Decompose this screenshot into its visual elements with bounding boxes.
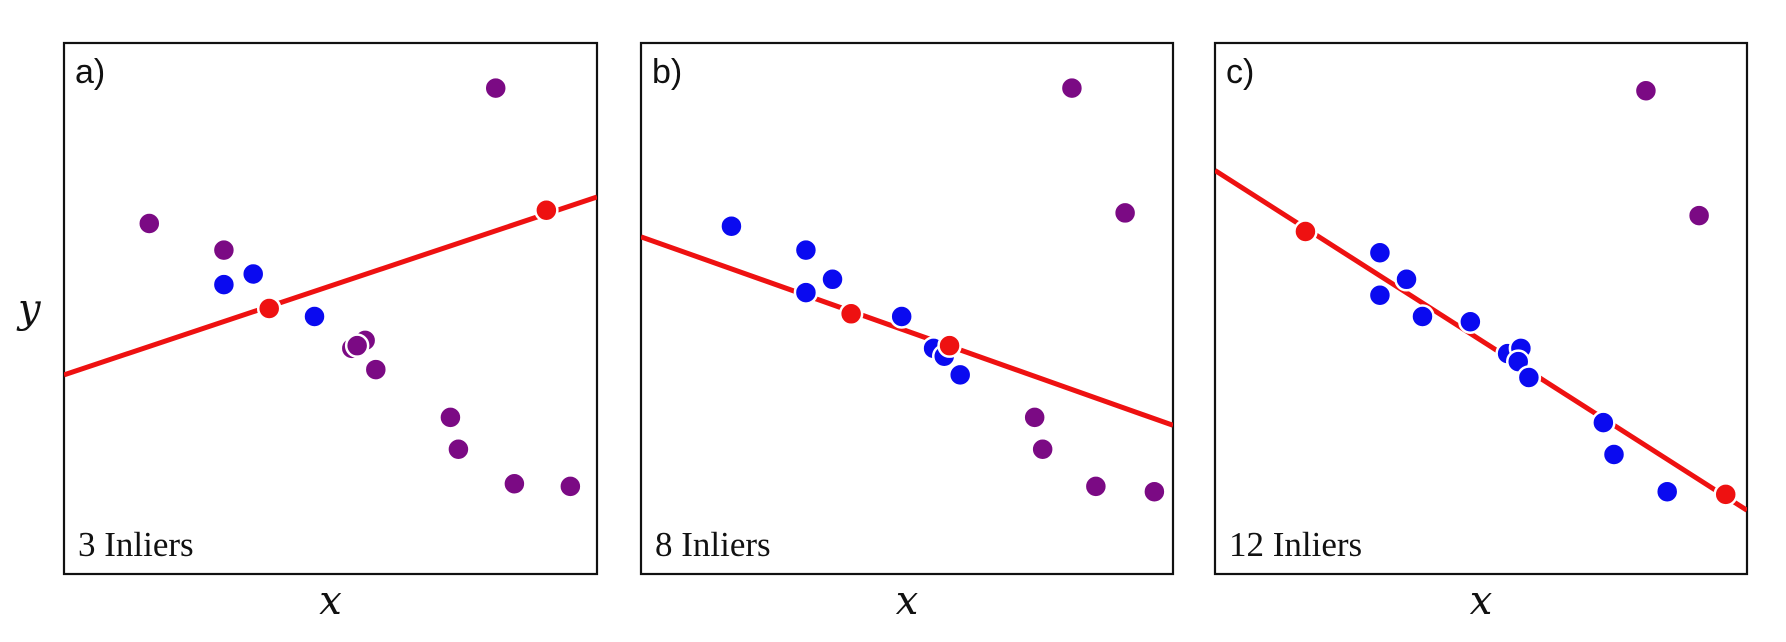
sample-point: [534, 198, 559, 223]
inlier-point: [1601, 442, 1627, 467]
outlier-point: [1083, 474, 1109, 499]
outlier-point: [1022, 405, 1047, 430]
panel-2: b) 8 Inliers x: [639, 41, 1175, 624]
sample-point: [256, 296, 282, 321]
panel-1: a) 3 Inliers x: [62, 41, 599, 624]
x-axis-label: x: [1470, 578, 1493, 624]
outlier-point: [1633, 78, 1659, 104]
inlier-point: [793, 280, 819, 305]
x-axis-label: x: [896, 578, 919, 624]
inlier-point: [240, 261, 266, 287]
fit-line: [641, 234, 1173, 428]
inlier-point: [1367, 240, 1393, 265]
plot-area: [64, 75, 597, 499]
outlier-point: [446, 436, 471, 462]
panels: a) 3 Inliers x b) 8 Inliers x c) 12 Inliers x: [62, 41, 1749, 624]
outlier-point: [1112, 200, 1138, 226]
panel-3: c) 12 Inliers x: [1213, 41, 1749, 624]
sample-point: [1713, 482, 1738, 507]
inlier-point: [211, 272, 237, 297]
outlier-point: [558, 474, 583, 499]
inlier-point: [1410, 304, 1435, 329]
sample-point: [937, 333, 962, 358]
sample-point: [838, 301, 864, 327]
outlier-point: [363, 357, 389, 382]
inlier-point: [1367, 282, 1393, 308]
outlier-point: [483, 75, 508, 101]
plot-area: [1215, 78, 1747, 513]
y-axis-label: y: [16, 286, 42, 332]
panel-tag: a): [75, 53, 105, 91]
outlier-point: [137, 211, 162, 236]
inlier-point: [1516, 365, 1542, 390]
fit-line: [64, 194, 597, 378]
outlier-point: [1142, 479, 1167, 504]
outlier-point: [211, 237, 237, 263]
inlier-point: [1591, 410, 1616, 435]
inlier-count-label: 8 Inliers: [655, 525, 771, 564]
inlier-count-label: 3 Inliers: [78, 525, 194, 564]
inlier-point: [820, 267, 845, 292]
outlier-point: [1686, 203, 1712, 228]
panel-tag: b): [652, 53, 682, 91]
outlier-point: [502, 471, 527, 496]
plot-area: [641, 75, 1173, 504]
inlier-count-label: 12 Inliers: [1229, 525, 1362, 564]
inlier-point: [947, 362, 973, 388]
outlier-point: [1059, 75, 1085, 101]
panel-tag: c): [1226, 53, 1254, 91]
inlier-point: [1458, 309, 1483, 335]
outlier-point: [1030, 436, 1055, 462]
inlier-point: [1394, 267, 1419, 292]
inlier-point: [1654, 479, 1680, 504]
inlier-point: [719, 213, 744, 239]
outlier-point: [438, 405, 463, 430]
outlier-point: [344, 333, 370, 358]
inlier-point: [889, 304, 914, 329]
x-axis-label: x: [319, 578, 342, 624]
inlier-point: [793, 237, 819, 263]
sample-point: [1293, 219, 1318, 244]
inlier-point: [302, 304, 327, 329]
